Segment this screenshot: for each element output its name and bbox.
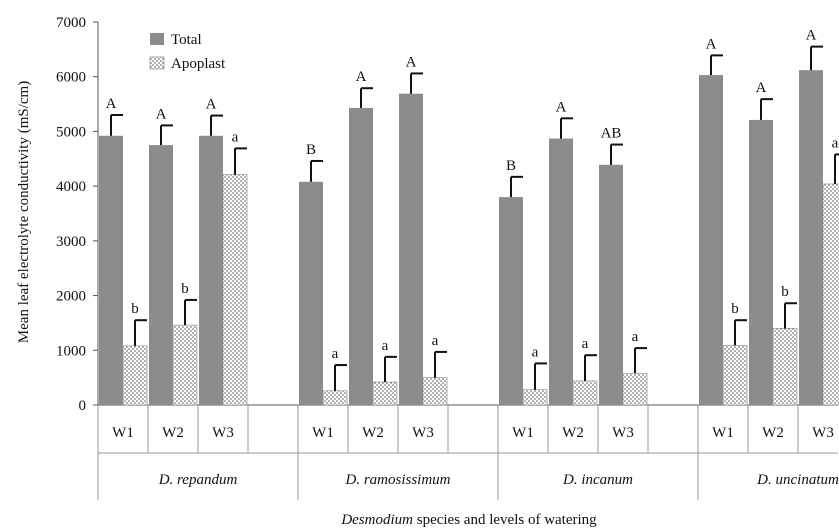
legend-label-total: Total	[171, 32, 202, 48]
bar-total	[149, 145, 173, 405]
y-tick-label: 4000	[56, 179, 86, 195]
level-label: W1	[312, 425, 334, 441]
x-axis-title-rest: species and levels of watering	[413, 512, 597, 528]
level-label: W3	[812, 425, 834, 441]
bar-apoplast	[172, 324, 198, 406]
y-tick-label: 0	[79, 398, 87, 414]
level-label: W3	[412, 425, 434, 441]
apoplast-letter: b	[181, 281, 189, 297]
bar-apoplast	[822, 183, 839, 406]
level-label: W1	[712, 425, 734, 441]
total-letter: A	[156, 106, 167, 122]
level-label: W3	[612, 425, 634, 441]
y-tick-label: 2000	[56, 289, 86, 305]
y-tick-label: 6000	[56, 70, 86, 86]
apoplast-letter: a	[582, 336, 589, 352]
x-category-table: D. repandum W1 W2 W3 D. ramosissimum W1 W2 W3 D.…	[97, 405, 839, 500]
species-label: D. repandum	[158, 472, 238, 488]
apoplast-letter: a	[332, 346, 339, 362]
apoplast-letter: a	[232, 129, 239, 145]
bar-total	[699, 75, 723, 405]
bar-total	[99, 135, 123, 405]
bar-apoplast	[422, 377, 448, 406]
apoplast-letter: a	[382, 338, 389, 354]
total-letter: AB	[601, 126, 622, 142]
total-letter: A	[356, 69, 367, 85]
bar-apoplast	[222, 174, 248, 406]
bar-total	[299, 181, 323, 405]
bar-apoplast	[322, 390, 348, 406]
total-letter: A	[106, 96, 117, 112]
bar-total	[599, 164, 623, 405]
apoplast-letter: b	[731, 301, 739, 317]
bar-apoplast	[772, 328, 798, 406]
total-letter: A	[556, 99, 567, 115]
y-tick-label: 1000	[56, 343, 86, 359]
total-letter: A	[206, 97, 217, 113]
level-label: W2	[162, 425, 184, 441]
apoplast-letter: a	[832, 135, 839, 151]
bar-total	[199, 135, 223, 405]
bar-apoplast	[522, 389, 548, 406]
apoplast-letter: a	[432, 333, 439, 349]
bar-total	[349, 107, 373, 405]
x-axis-title: Desmodium species and levels of watering	[340, 512, 597, 528]
bar-total	[799, 70, 823, 406]
total-letter: B	[506, 158, 516, 174]
level-label: W3	[212, 425, 234, 441]
species-label: D. ramosissimum	[344, 472, 450, 488]
level-label: W1	[512, 425, 534, 441]
species-label: D. uncinatum	[756, 472, 839, 488]
x-axis-title-genus: Desmodium	[340, 512, 413, 528]
y-tick-label: 3000	[56, 234, 86, 250]
bar-apoplast	[722, 345, 748, 406]
bar-total	[399, 93, 423, 405]
y-tick-label: 5000	[56, 124, 86, 140]
total-letter: A	[706, 36, 717, 52]
total-letter: B	[306, 142, 316, 158]
bar-apoplast	[572, 380, 598, 406]
bar-total	[499, 197, 523, 405]
y-axis-title: Mean leaf electrolyte conductivity (mS/c…	[16, 81, 32, 343]
bar-total	[749, 119, 773, 405]
bar-apoplast	[372, 381, 398, 406]
level-label: W2	[362, 425, 384, 441]
apoplast-letter: b	[781, 284, 789, 300]
bar-total	[549, 138, 573, 405]
total-letter: A	[406, 54, 417, 70]
apoplast-letter: b	[131, 301, 139, 317]
total-letter: A	[756, 80, 767, 96]
level-label: W1	[112, 425, 134, 441]
legend-swatch-total	[150, 33, 164, 45]
y-tick-label: 7000	[56, 15, 86, 31]
legend-swatch-apoplast	[149, 56, 165, 70]
species-label: D. incanum	[562, 472, 633, 488]
apoplast-letter: a	[632, 329, 639, 345]
legend-label-apoplast: Apoplast	[171, 56, 226, 72]
level-label: W2	[562, 425, 584, 441]
bar-apoplast	[122, 345, 148, 406]
total-letter: A	[806, 28, 817, 44]
bar-apoplast	[622, 372, 648, 406]
legend: Total Apoplast	[149, 32, 226, 72]
level-label: W2	[762, 425, 784, 441]
apoplast-letter: a	[532, 344, 539, 360]
